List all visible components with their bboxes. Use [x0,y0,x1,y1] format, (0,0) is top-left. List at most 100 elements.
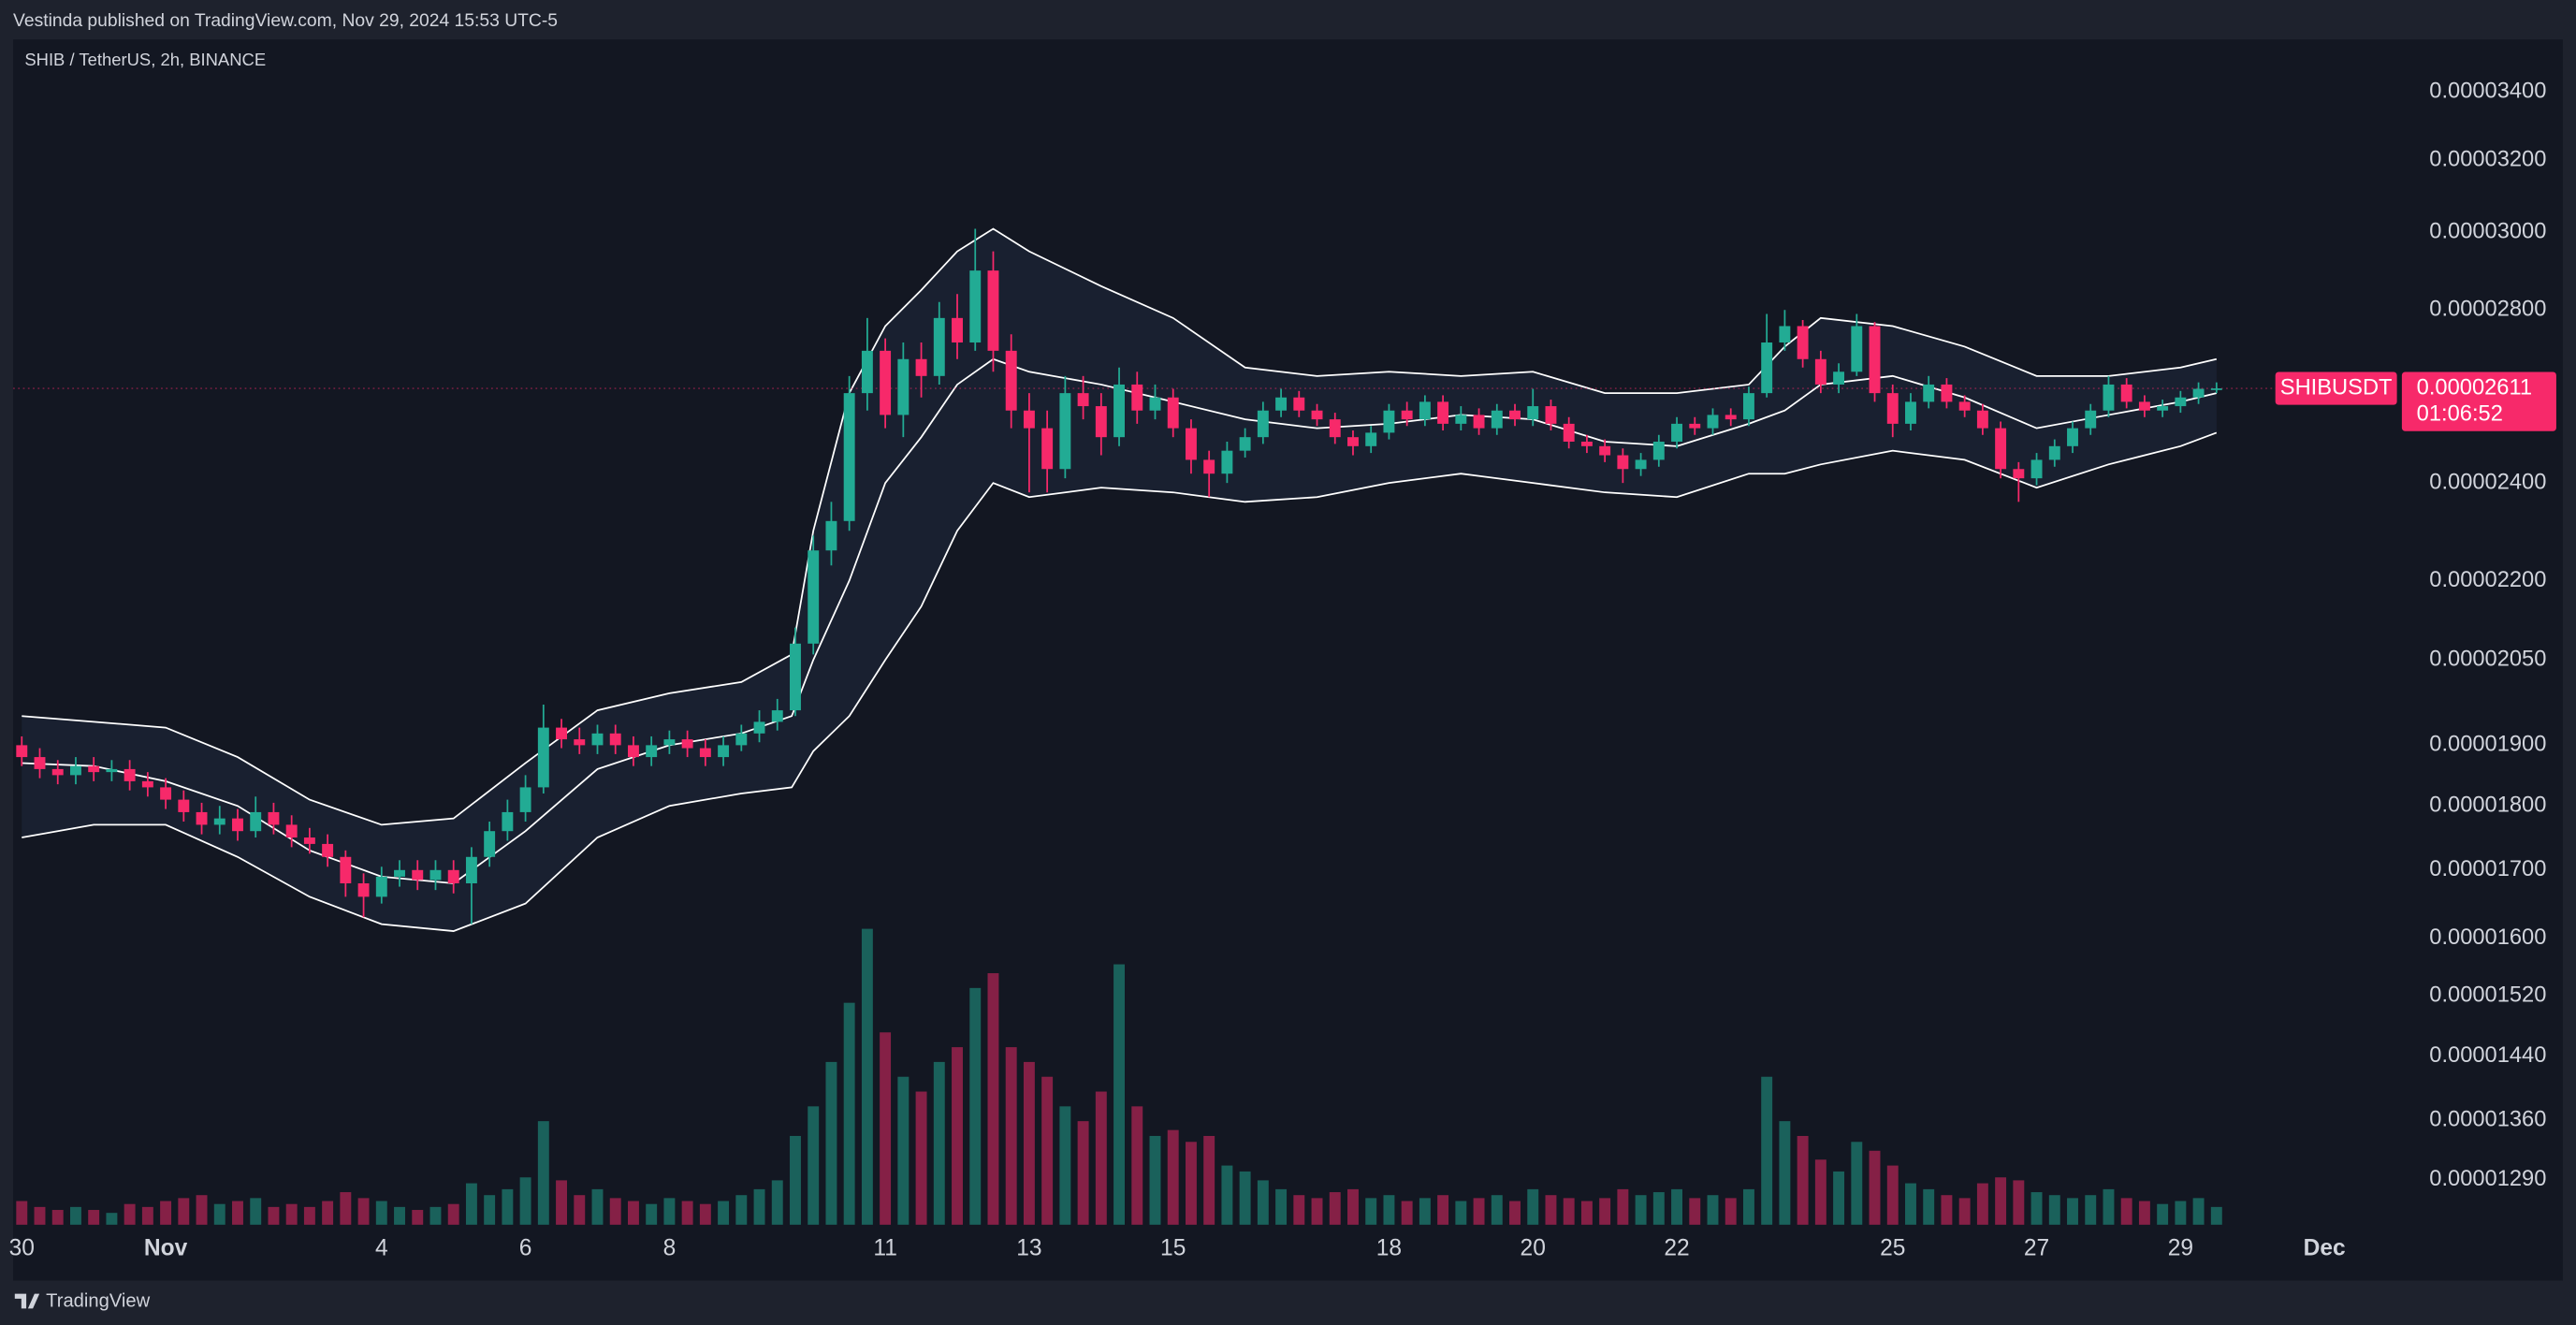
volume-bar [1491,1195,1503,1225]
candle-body [663,739,676,746]
volume-bar [1797,1135,1809,1225]
candle-body [160,787,172,800]
candle-body [88,765,100,773]
volume-bar [1365,1198,1377,1225]
x-tick-label: 20 [1521,1236,1546,1261]
candle-body [880,350,892,415]
volume-bar [574,1195,586,1225]
volume-bar [232,1201,243,1225]
volume-bar [141,1206,153,1225]
volume-bar [1023,1061,1035,1225]
logo-text: TradingView [46,1291,150,1312]
volume-bar [1652,1192,1665,1225]
candle-body [2013,469,2025,479]
volume-bar [429,1206,442,1225]
volume-bar [790,1135,801,1225]
volume-bar [861,928,873,1225]
volume-bar [465,1183,477,1225]
candle-body [232,818,243,832]
candle-body [753,721,765,734]
volume-bar [1779,1121,1791,1225]
candle-body [718,745,730,758]
candle-body [1041,428,1054,470]
volume-bar [1095,1091,1107,1225]
candle-body [2120,384,2132,402]
candle-body [897,358,910,415]
candle-body [1851,326,1863,372]
candle-body [1221,450,1233,474]
volume-bar [394,1206,405,1225]
symbol-label-box [2275,371,2397,405]
volume-bar [699,1203,711,1225]
volume-bar [1041,1076,1054,1225]
candle-body [1293,397,1305,411]
candle-body [1149,397,1161,411]
candle-body [1347,437,1359,446]
volume-bar [1257,1180,1269,1225]
candle-body [178,799,190,812]
candle-body [1958,401,1971,411]
candle-body [2067,428,2078,446]
candle-body [34,757,46,769]
candle-body [790,643,801,711]
candle-body [1023,410,1035,429]
candle-body [1886,393,1899,424]
candle-body [213,818,226,825]
candle-body [591,733,604,746]
volume-bar [1221,1165,1233,1225]
candle-body [322,843,334,857]
candle-body [1275,397,1288,411]
candle-body [141,780,153,788]
band-lower [22,431,2218,932]
candle-body [771,710,783,722]
y-tick-label: 0.00001520 [2429,983,2546,1007]
volume-bar [1437,1195,1449,1225]
volume-bar [2210,1206,2222,1225]
candle-body [681,739,693,749]
volume-bar [735,1195,748,1225]
volume-bar [1275,1188,1288,1225]
volume-bar [1113,964,1126,1225]
volume-bar [1886,1165,1899,1225]
candle-body [1689,423,1701,429]
x-tick-label: 6 [519,1236,532,1261]
y-tick-label: 0.00001800 [2429,794,2546,818]
x-tick-label: 11 [873,1236,897,1261]
volume-bar [969,987,982,1225]
volume-bar [2013,1180,2025,1225]
candle-body [1923,384,1935,402]
candle-body [843,393,855,521]
volume-bar [1851,1142,1863,1225]
candle-body [1383,410,1395,433]
volume-bar [160,1201,172,1225]
candle-body [1779,326,1791,343]
volume-bar [196,1195,208,1225]
candle-body [1437,401,1449,424]
volume-bar [1149,1135,1161,1225]
volume-bar [1167,1129,1179,1225]
y-tick-label: 0.00001600 [2429,925,2546,950]
volume-bar [1239,1171,1251,1225]
y-tick-label: 0.00003200 [2429,147,2546,171]
volume-bar [2138,1201,2150,1225]
volume-bar [1509,1201,1521,1225]
volume-bar [627,1201,639,1225]
volume-bar [1635,1195,1647,1225]
volume-bar [1293,1195,1305,1225]
volume-bar [1671,1188,1683,1225]
candle-body [69,765,81,776]
candle-body [2175,397,2187,407]
candle-body [519,787,531,812]
volume-bar [16,1201,28,1225]
volume-bar [718,1201,730,1225]
symbol-label: SHIBUSDT [2280,375,2393,400]
volume-bar [1329,1192,1341,1225]
candle-body [1455,415,1467,424]
y-tick-label: 0.00002200 [2429,568,2546,592]
volume-bar [1419,1198,1431,1225]
countdown-label: 01:06:52 [2417,401,2503,426]
volume-bar [646,1203,658,1225]
candle-body [2030,459,2043,479]
candle-body [1527,406,1539,420]
volume-bar [2175,1201,2187,1225]
